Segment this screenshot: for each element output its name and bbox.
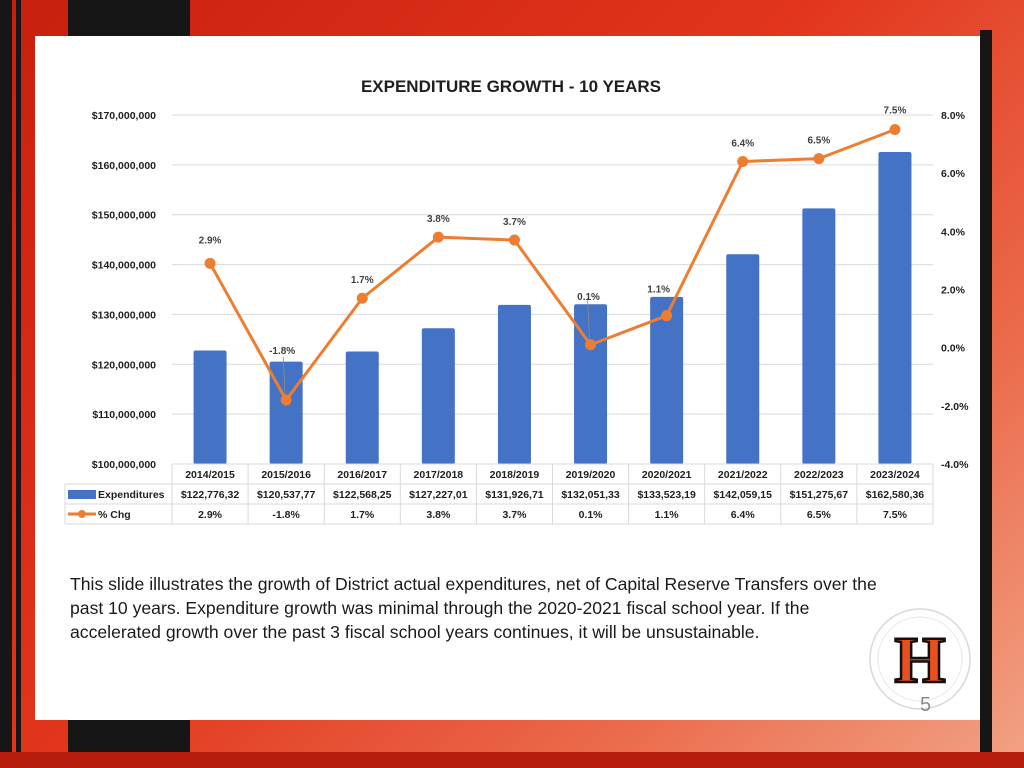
table-cell-expenditure: $151,275,67: [790, 489, 849, 501]
line-data-label: 2.9%: [199, 235, 222, 246]
x-category-label: 2015/2016: [261, 469, 311, 481]
school-logo: H: [869, 608, 971, 710]
page-number: 5: [920, 694, 932, 716]
table-cell-expenditure: $132,051,33: [561, 489, 620, 501]
table-cell-pct-change: 3.8%: [426, 509, 451, 521]
y-left-tick-label: $110,000,000: [92, 409, 156, 421]
frame-bar-left-inner: [16, 0, 21, 768]
line-data-label: 3.8%: [427, 214, 450, 225]
table-cell-pct-change: -1.8%: [272, 509, 300, 521]
line-data-label: 3.7%: [503, 217, 526, 228]
line-point: [280, 394, 292, 406]
line-point: [737, 156, 749, 168]
data-label-leader: [587, 297, 590, 340]
x-category-label: 2022/2023: [794, 469, 844, 481]
bar-expenditure: [574, 304, 608, 464]
bar-expenditure: [726, 254, 760, 464]
frame-bar-left-outer: [0, 0, 12, 768]
slide: EXPENDITURE GROWTH - 10 YEARS $100,000,00…: [35, 36, 980, 720]
x-category-label: 2014/2015: [185, 469, 235, 481]
line-point: [204, 257, 216, 269]
table-cell-expenditure: $142,059,15: [714, 489, 773, 501]
table-cell-pct-change: 7.5%: [883, 509, 908, 521]
y-right-tick-label: 0.0%: [941, 343, 966, 355]
line-data-label: 1.1%: [647, 285, 670, 296]
y-left-tick-label: $160,000,000: [92, 160, 156, 172]
line-data-label: 0.1%: [577, 292, 600, 303]
table-cell-expenditure: $120,537,77: [257, 489, 316, 501]
x-category-label: 2021/2022: [718, 469, 768, 481]
table-cell-expenditure: $122,568,25: [333, 489, 392, 501]
legend-label-expenditures: Expenditures: [98, 489, 165, 501]
line-point: [813, 153, 825, 165]
line-pct-change: [208, 128, 896, 402]
y-left-tick-label: $170,000,000: [92, 110, 156, 122]
table-cell-pct-change: 1.7%: [350, 509, 375, 521]
bar-expenditure: [345, 351, 379, 464]
bar-expenditure: [193, 350, 227, 464]
x-category-label: 2018/2019: [490, 469, 540, 481]
y-right-tick-label: 8.0%: [941, 110, 966, 122]
x-category-label: 2023/2024: [870, 469, 920, 481]
line-data-label: 1.7%: [351, 275, 374, 286]
y-right-tick-label: 6.0%: [941, 168, 966, 180]
y-right-tick-label: -2.0%: [941, 401, 969, 413]
chart-title: EXPENDITURE GROWTH - 10 YEARS: [361, 77, 661, 96]
frame-bar-bottom: [0, 752, 1024, 768]
table-cell-expenditure: $133,523,19: [637, 489, 696, 501]
y-left-tick-label: $100,000,000: [92, 459, 156, 471]
bar-expenditure: [497, 304, 531, 464]
bar-expenditure: [650, 296, 684, 464]
line-data-label: -1.8%: [269, 346, 295, 357]
table-cell-expenditure: $122,776,32: [181, 489, 240, 501]
table-cell-pct-change: 6.5%: [807, 509, 832, 521]
slide-caption: This slide illustrates the growth of Dis…: [70, 574, 877, 642]
y-left-tick-label: $140,000,000: [92, 260, 156, 272]
table-cell-pct-change: 2.9%: [198, 509, 223, 521]
x-category-label: 2020/2021: [642, 469, 692, 481]
table-cell-pct-change: 3.7%: [502, 509, 527, 521]
data-label-leader: [282, 356, 286, 396]
x-category-label: 2016/2017: [337, 469, 387, 481]
y-right-tick-label: -4.0%: [941, 459, 969, 471]
line-point: [432, 231, 444, 243]
table-cell-expenditure: $127,227,01: [409, 489, 468, 501]
table-cell-pct-change: 1.1%: [655, 509, 680, 521]
x-category-label: 2017/2018: [414, 469, 464, 481]
y-left-tick-label: $130,000,000: [92, 309, 156, 321]
line-point: [661, 310, 673, 322]
logo-letter: H: [894, 624, 945, 697]
line-point: [889, 124, 901, 136]
y-right-tick-label: 4.0%: [941, 226, 966, 238]
line-data-label: 6.4%: [731, 139, 754, 150]
line-data-label: 7.5%: [884, 106, 907, 117]
legend-swatch-pct-marker: [78, 510, 86, 518]
line-point: [508, 234, 520, 246]
y-left-tick-label: $150,000,000: [92, 210, 156, 222]
legend-swatch-expenditures: [68, 490, 96, 499]
legend-label-pct-change: % Chg: [98, 509, 131, 521]
bar-expenditure: [878, 151, 912, 465]
line-point: [585, 339, 597, 351]
bar-expenditure: [802, 208, 836, 464]
line-data-label: 6.5%: [807, 136, 830, 147]
x-category-label: 2019/2020: [566, 469, 616, 481]
line-point: [356, 292, 368, 304]
table-cell-expenditure: $162,580,36: [866, 489, 925, 501]
bar-expenditure: [421, 328, 455, 464]
expenditure-chart: EXPENDITURE GROWTH - 10 YEARS $100,000,00…: [64, 77, 969, 525]
table-cell-pct-change: 6.4%: [731, 509, 756, 521]
frame-bar-top-left: [68, 0, 190, 36]
table-cell-pct-change: 0.1%: [579, 509, 604, 521]
table-cell-expenditure: $131,926,71: [485, 489, 544, 501]
frame-bar-right: [980, 30, 992, 768]
y-left-tick-label: $120,000,000: [92, 359, 156, 371]
y-right-tick-label: 2.0%: [941, 285, 966, 297]
